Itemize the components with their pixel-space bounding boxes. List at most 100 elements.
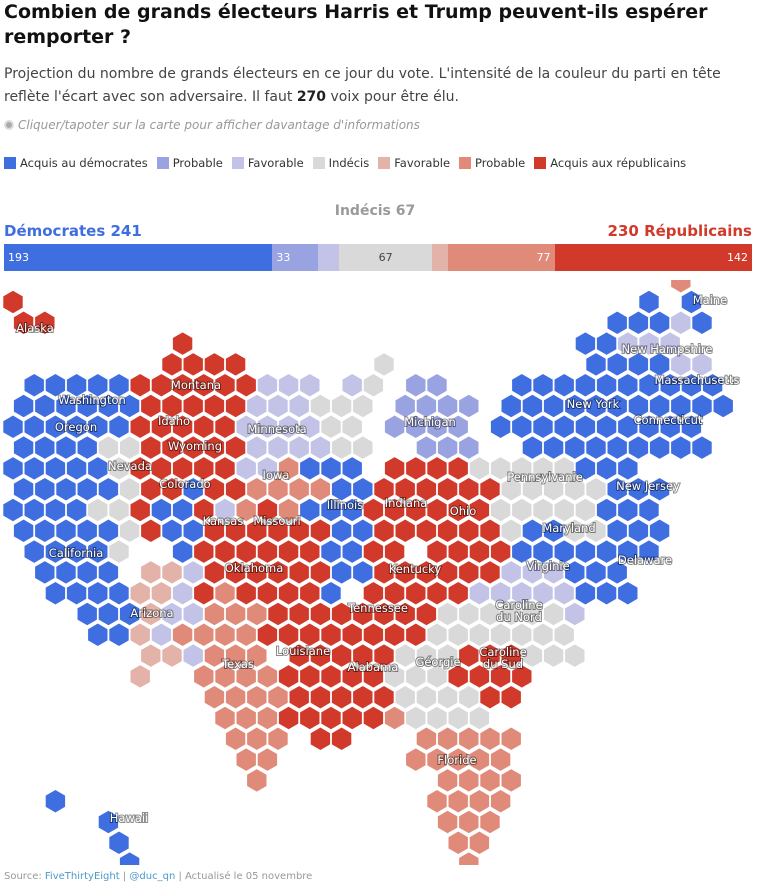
state-hex-california[interactable] bbox=[97, 560, 120, 585]
state-hex-louisiane[interactable] bbox=[288, 684, 310, 710]
state-hex-california[interactable] bbox=[87, 539, 109, 564]
state-hex-colorado[interactable] bbox=[171, 539, 194, 564]
state-hex-mississippi[interactable] bbox=[341, 705, 363, 731]
state-hex-minnesota[interactable] bbox=[256, 414, 279, 440]
state-hex-g-orgie[interactable] bbox=[458, 684, 480, 710]
state-hex-maine[interactable] bbox=[691, 310, 713, 336]
state-hex-illinois[interactable] bbox=[352, 560, 374, 585]
state-hex-floride[interactable] bbox=[479, 768, 501, 793]
state-hex-oregon[interactable] bbox=[23, 414, 45, 440]
state-hex-ohio[interactable] bbox=[415, 476, 438, 502]
state-hex-vermont[interactable] bbox=[648, 310, 671, 336]
state-hex-iowa[interactable] bbox=[309, 476, 332, 502]
state-hex-illinois[interactable] bbox=[320, 580, 342, 606]
state-hex-texas[interactable] bbox=[235, 705, 257, 731]
state-hex-wisconsin[interactable] bbox=[352, 393, 374, 419]
hex-cartogram-map[interactable]: Alaska Washington Oregon California Nevada Id… bbox=[0, 280, 757, 865]
state-hex-texas[interactable] bbox=[235, 664, 257, 689]
state-hex-new-york[interactable] bbox=[521, 435, 544, 460]
state-hex-kentucky[interactable] bbox=[405, 580, 427, 606]
state-hex-alaska[interactable] bbox=[12, 310, 35, 336]
state-hex-idaho[interactable] bbox=[129, 414, 151, 440]
state-hex-montana[interactable] bbox=[203, 352, 226, 377]
state-hex-new-york[interactable] bbox=[489, 414, 512, 440]
state-hex-ohio[interactable] bbox=[447, 497, 469, 523]
state-hex-g-orgie[interactable] bbox=[426, 705, 448, 731]
state-hex-michigan[interactable] bbox=[394, 393, 416, 419]
state-hex-texas[interactable] bbox=[267, 726, 289, 752]
state-hex-g-orgie[interactable] bbox=[405, 705, 427, 731]
state-hex-new-hampshire[interactable] bbox=[670, 352, 692, 377]
state-hex-new-york[interactable] bbox=[553, 414, 575, 440]
state-hex-utah[interactable] bbox=[140, 476, 162, 502]
state-hex-massachusetts[interactable] bbox=[617, 372, 639, 398]
state-hex-virginie[interactable] bbox=[489, 580, 512, 606]
state-hex-pennsylvanie[interactable] bbox=[553, 497, 575, 523]
state-hex-massachusetts[interactable] bbox=[648, 352, 671, 377]
state-hex-nevada[interactable] bbox=[108, 539, 130, 564]
state-hex-california[interactable] bbox=[55, 476, 77, 502]
state-hex-california[interactable] bbox=[65, 580, 88, 606]
state-hex-caroline-du-sud[interactable] bbox=[500, 684, 522, 710]
state-hex-california[interactable] bbox=[76, 601, 98, 627]
state-hex-oklahoma[interactable] bbox=[277, 622, 300, 648]
state-hex-new-jersey[interactable] bbox=[627, 476, 650, 502]
state-hex-delaware[interactable] bbox=[574, 580, 597, 606]
state-hex-texas[interactable] bbox=[193, 622, 215, 648]
state-hex-floride[interactable] bbox=[489, 747, 512, 772]
state-hex-new-york[interactable] bbox=[521, 393, 544, 419]
state-hex-michigan[interactable] bbox=[436, 393, 459, 419]
state-hex-minnesota[interactable] bbox=[277, 372, 300, 398]
state-hex-oregon[interactable] bbox=[34, 435, 56, 460]
state-hex-tennessee[interactable] bbox=[352, 601, 374, 627]
state-hex-tennessee[interactable] bbox=[299, 622, 321, 648]
state-hex-texas[interactable] bbox=[203, 601, 226, 627]
state-hex-california[interactable] bbox=[118, 601, 141, 627]
state-hex-new-york[interactable] bbox=[532, 414, 554, 440]
state-hex-floride[interactable] bbox=[447, 747, 469, 772]
state-hex-pennsylvanie[interactable] bbox=[511, 456, 533, 481]
state-hex-new-hampshire[interactable] bbox=[617, 331, 639, 356]
state-hex-california[interactable] bbox=[44, 580, 67, 606]
state-hex-floride[interactable] bbox=[468, 788, 491, 814]
state-hex-new-jersey[interactable] bbox=[627, 518, 650, 544]
state-hex-delaware[interactable] bbox=[606, 560, 628, 585]
state-hex-indiana[interactable] bbox=[383, 456, 406, 481]
state-hex-mississippi[interactable] bbox=[330, 684, 353, 710]
state-hex-g-orgie[interactable] bbox=[394, 684, 416, 710]
state-hex-utah[interactable] bbox=[129, 497, 151, 523]
state-hex-montana[interactable] bbox=[150, 372, 173, 398]
state-hex-caroline-du-sud[interactable] bbox=[500, 643, 522, 668]
state-hex-pennsylvanie[interactable] bbox=[468, 456, 491, 481]
state-hex-iowa[interactable] bbox=[267, 476, 289, 502]
state-hex-floride[interactable] bbox=[479, 809, 501, 835]
state-hex-massachusetts[interactable] bbox=[701, 372, 724, 398]
state-hex-caroline-du-sud[interactable] bbox=[468, 664, 491, 689]
state-hex-arizona[interactable] bbox=[161, 560, 183, 585]
state-hex-ohio[interactable] bbox=[426, 539, 448, 564]
state-hex-michigan[interactable] bbox=[415, 393, 438, 419]
state-hex-indiana[interactable] bbox=[394, 560, 416, 585]
state-hex-new-hampshire[interactable] bbox=[659, 331, 681, 356]
state-hex-floride[interactable] bbox=[458, 768, 480, 793]
state-hex-wyoming[interactable] bbox=[203, 435, 226, 460]
state-hex-california[interactable] bbox=[23, 456, 45, 481]
state-hex-floride[interactable] bbox=[468, 747, 491, 772]
state-hex-texas[interactable] bbox=[235, 747, 257, 772]
state-hex-louisiane[interactable] bbox=[277, 705, 300, 731]
state-hex-kentucky[interactable] bbox=[394, 601, 416, 627]
state-hex-minnesota[interactable] bbox=[299, 372, 321, 398]
state-hex-connecticut[interactable] bbox=[627, 435, 650, 460]
state-hex-arkansas[interactable] bbox=[309, 601, 332, 627]
state-hex-ohio[interactable] bbox=[415, 518, 438, 544]
state-hex-new-york[interactable] bbox=[500, 393, 522, 419]
state-hex-new-york[interactable] bbox=[585, 393, 607, 419]
state-hex-missouri[interactable] bbox=[309, 560, 332, 585]
state-hex-washington[interactable] bbox=[44, 372, 67, 398]
state-hex-arkansas[interactable] bbox=[288, 643, 310, 668]
state-hex-caroline-du-nord[interactable] bbox=[521, 643, 544, 668]
state-hex-west-virginia[interactable] bbox=[489, 539, 512, 564]
state-hex-hawaii[interactable] bbox=[108, 830, 130, 856]
state-hex-louisiane[interactable] bbox=[299, 664, 321, 689]
state-hex-virginie[interactable] bbox=[511, 580, 533, 606]
